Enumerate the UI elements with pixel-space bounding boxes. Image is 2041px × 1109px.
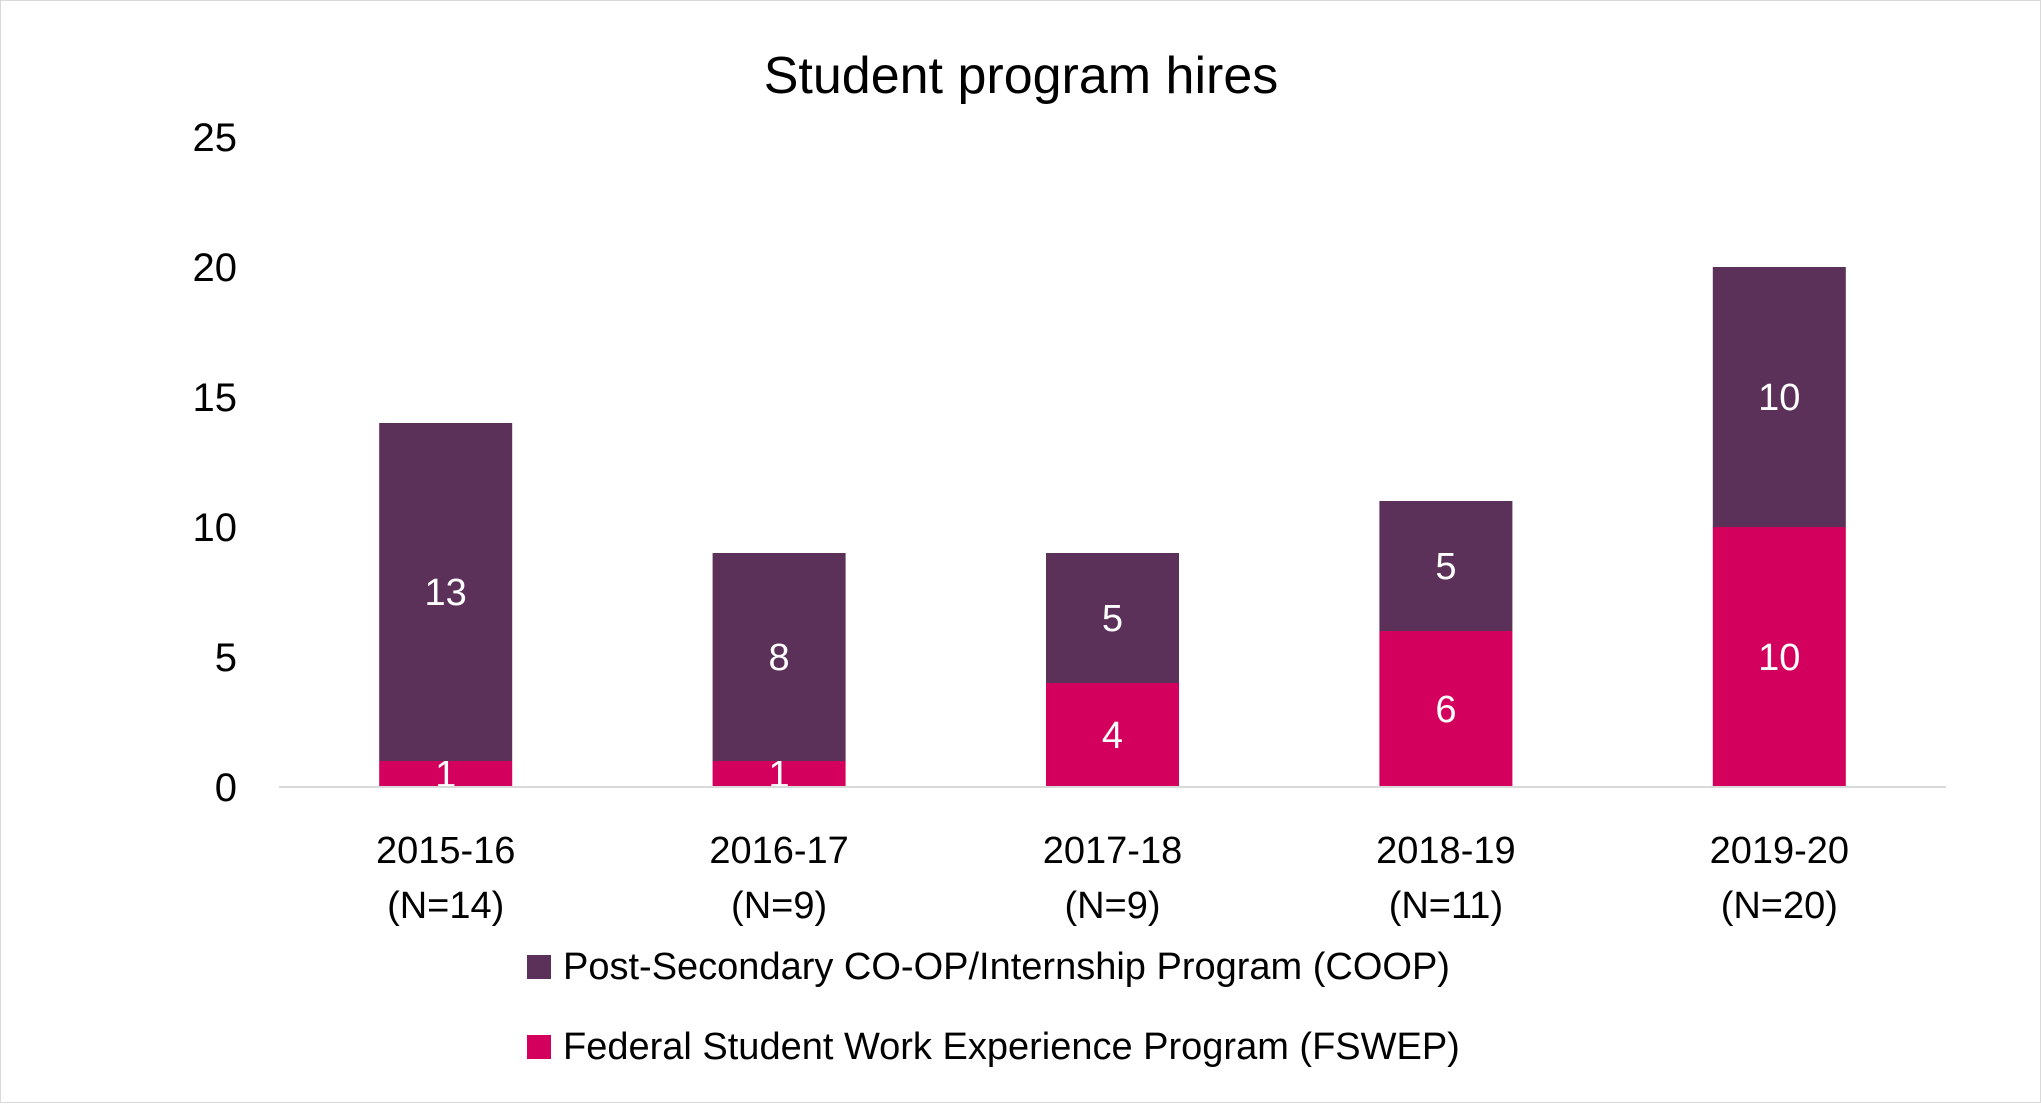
y-axis: 0 5 10 15 20 25 bbox=[193, 116, 238, 810]
bar-segment bbox=[1379, 631, 1513, 787]
x-tick-label: (N=9) bbox=[731, 885, 827, 927]
x-tick-label: (N=11) bbox=[1389, 885, 1503, 927]
bar-segment bbox=[1379, 501, 1513, 631]
data-label: 13 bbox=[425, 572, 467, 614]
legend-swatch bbox=[527, 1035, 551, 1059]
data-label: 8 bbox=[769, 637, 790, 679]
y-tick-label: 10 bbox=[193, 506, 238, 550]
legend-swatch bbox=[527, 955, 551, 979]
y-tick-label: 15 bbox=[193, 376, 238, 420]
chart-title: Student program hires bbox=[764, 47, 1279, 105]
y-tick-label: 25 bbox=[193, 116, 238, 160]
legend: Post-Secondary CO-OP/Internship Program … bbox=[527, 946, 1460, 1068]
x-tick-label: (N=20) bbox=[1721, 885, 1838, 927]
legend-label: Federal Student Work Experience Program … bbox=[563, 1026, 1460, 1068]
data-label: 6 bbox=[1435, 689, 1456, 731]
data-label: 4 bbox=[1102, 715, 1123, 757]
bar-segment bbox=[1046, 683, 1179, 787]
bar-segment bbox=[712, 553, 846, 761]
x-tick-label: (N=14) bbox=[387, 885, 504, 927]
data-label: 10 bbox=[1758, 377, 1800, 419]
x-tick-label: 2018-19 bbox=[1376, 830, 1515, 872]
x-tick-label: 2019-20 bbox=[1710, 830, 1849, 872]
x-tick-label: 2015-16 bbox=[376, 830, 515, 872]
y-tick-label: 5 bbox=[215, 636, 237, 680]
x-tick-label: (N=9) bbox=[1064, 885, 1160, 927]
data-label: 5 bbox=[1435, 546, 1456, 588]
bar-segment bbox=[379, 423, 513, 761]
bars: 1 13 1 8 4 5 6 5 10 10 bbox=[379, 267, 1846, 796]
data-label: 1 bbox=[435, 754, 456, 796]
data-label: 1 bbox=[769, 754, 790, 796]
x-tick-label: 2017-18 bbox=[1043, 830, 1182, 872]
y-tick-label: 20 bbox=[193, 246, 238, 290]
bar-segment bbox=[712, 761, 846, 787]
legend-label: Post-Secondary CO-OP/Internship Program … bbox=[563, 946, 1450, 988]
x-tick-label: 2016-17 bbox=[709, 830, 848, 872]
data-label: 5 bbox=[1102, 598, 1123, 640]
bar-segment bbox=[1712, 267, 1846, 527]
data-label: 10 bbox=[1758, 637, 1800, 679]
bar-segment bbox=[1712, 527, 1846, 787]
x-axis: 2015-16 (N=14) 2016-17 (N=9) 2017-18 (N=9) 201… bbox=[279, 786, 1946, 927]
bar-segment bbox=[379, 761, 513, 787]
bar-segment bbox=[1046, 553, 1179, 683]
y-tick-label: 0 bbox=[215, 766, 237, 810]
